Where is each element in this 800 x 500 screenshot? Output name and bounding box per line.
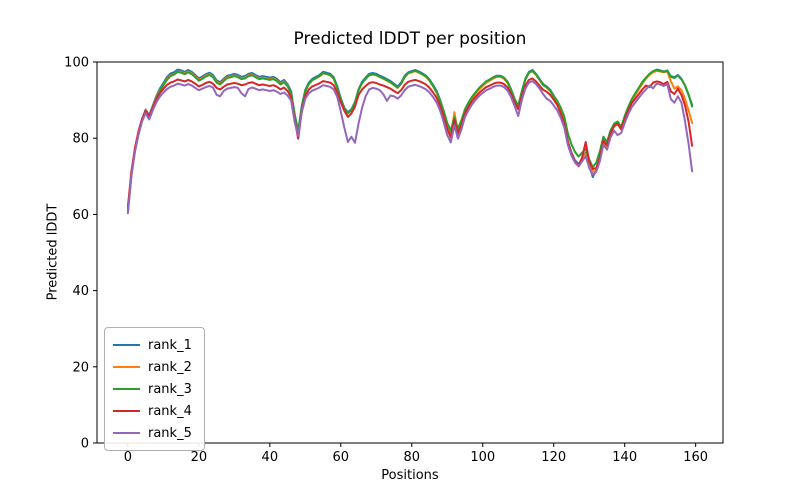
legend-item-rank_2: rank_2 [113,356,194,378]
legend-item-rank_3: rank_3 [113,378,194,400]
y-tick-label: 80 [72,132,89,147]
y-tick-label: 100 [64,56,89,71]
legend-item-rank_5: rank_5 [113,422,194,444]
legend-item-rank_1: rank_1 [113,334,194,356]
legend-label: rank_3 [148,381,192,397]
legend-item-rank_4: rank_4 [113,400,194,422]
legend-line-swatch [113,432,140,434]
y-tick-label: 20 [72,360,89,375]
legend: rank_1 rank_2 rank_3 rank_4 rank_5 [104,327,205,451]
legend-label: rank_2 [148,359,192,375]
axes-spines [96,61,724,444]
x-tick-label: 120 [541,450,566,465]
x-tick-label: 0 [124,450,132,465]
x-tick-label: 160 [683,450,708,465]
legend-line-swatch [113,344,140,346]
x-tick-label: 140 [612,450,637,465]
legend-line-swatch [113,388,140,390]
y-tick-label: 0 [81,437,89,452]
x-tick-label: 80 [404,450,421,465]
y-tick-label: 60 [72,208,89,223]
legend-label: rank_5 [148,425,192,441]
y-axis-label: Predicted lDDT [45,203,61,301]
line-rank_3 [126,69,694,213]
x-tick-label: 20 [191,450,208,465]
x-tick-label: 100 [470,450,495,465]
chart-title: Predicted lDDT per position [293,29,527,49]
line-rank_4 [126,77,694,208]
x-axis-label: Positions [381,468,439,483]
x-tick-label: 60 [333,450,350,465]
legend-label: rank_4 [148,403,192,419]
y-tick-label: 40 [72,284,89,299]
legend-line-swatch [113,410,140,412]
x-tick-label: 40 [262,450,279,465]
legend-line-swatch [113,366,140,368]
legend-label: rank_1 [148,337,192,353]
line-rank_5 [126,80,694,215]
